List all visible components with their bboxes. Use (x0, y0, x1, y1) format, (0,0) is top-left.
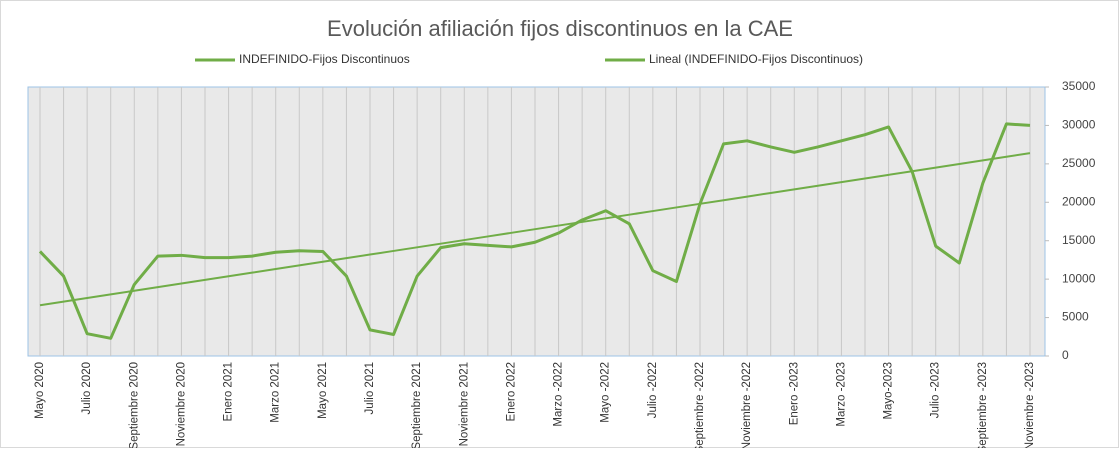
x-tick-label: Noviembre -2023 (1024, 362, 1036, 448)
x-tick-label: Mayo -2022 (600, 362, 612, 423)
x-tick-label: Mayo 2021 (317, 362, 329, 419)
x-tick-label: Mayo-2023 (883, 362, 895, 420)
y-tick-label: 35000 (1062, 79, 1096, 93)
x-tick-label: Julio 2021 (364, 362, 376, 414)
x-tick-label: Julio -2022 (647, 362, 659, 418)
y-tick-label: 15000 (1062, 233, 1096, 247)
y-tick-label: 5000 (1062, 310, 1089, 324)
x-tick-label: Enero -2023 (788, 362, 800, 425)
x-tick-label: Septiembre -2023 (977, 362, 989, 448)
y-tick-label: 0 (1062, 348, 1069, 362)
plot-area (27, 86, 1046, 357)
x-tick-label: Julio -2023 (930, 362, 942, 418)
x-tick-label: Noviembre 2020 (175, 362, 187, 446)
y-tick-label: 20000 (1062, 194, 1096, 208)
x-tick-label: Enero 2021 (223, 362, 235, 421)
trend-line (39, 152, 1031, 307)
x-tick-label: Septiembre -2022 (694, 362, 706, 448)
x-tick-label: Septiembre 2021 (411, 362, 423, 448)
x-tick-label: Septiembre 2020 (128, 362, 140, 448)
x-tick-label: Marzo 2021 (270, 362, 282, 423)
x-tick-label: Noviembre 2021 (458, 362, 470, 446)
x-tick-label: Marzo -2023 (835, 362, 847, 427)
chart-title: Evolución afiliación fijos discontinuos … (327, 16, 793, 41)
x-tick-label: Julio 2020 (81, 362, 93, 414)
x-tick-label: Noviembre -2022 (741, 362, 753, 448)
data-line (38, 122, 1031, 340)
x-tick-label: Mayo 2020 (34, 362, 46, 419)
y-tick-label: 10000 (1062, 271, 1096, 285)
x-tick-label: Enero 2022 (505, 362, 517, 421)
y-tick-label: 25000 (1062, 156, 1096, 170)
legend-label: INDEFINIDO-Fijos Discontinuos (239, 52, 410, 66)
x-tick-label: Marzo -2022 (553, 362, 565, 427)
legend-label: Lineal (INDEFINIDO-Fijos Discontinuos) (649, 52, 863, 66)
y-tick-label: 30000 (1062, 118, 1096, 132)
